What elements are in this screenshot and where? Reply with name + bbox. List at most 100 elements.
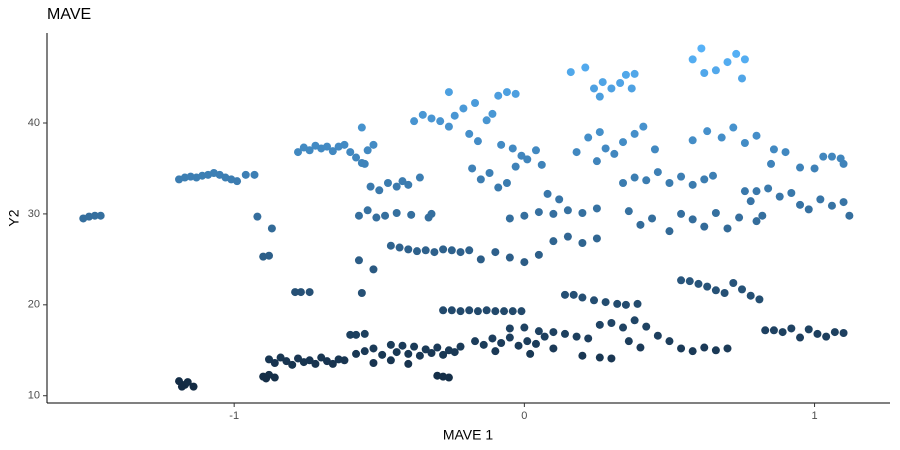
point xyxy=(607,84,616,93)
point xyxy=(813,329,822,338)
point xyxy=(404,180,413,189)
point xyxy=(508,144,517,153)
point xyxy=(769,145,778,154)
point xyxy=(752,217,761,226)
point xyxy=(598,78,607,87)
point xyxy=(372,213,381,222)
point xyxy=(822,332,831,341)
point xyxy=(610,149,619,158)
point xyxy=(468,164,477,173)
point xyxy=(642,176,651,185)
point xyxy=(566,68,575,77)
x-tick-label: -1 xyxy=(229,410,239,422)
point xyxy=(491,248,500,257)
point xyxy=(352,349,361,358)
point xyxy=(523,155,532,164)
point xyxy=(796,333,805,342)
point xyxy=(723,58,732,67)
point xyxy=(549,209,558,218)
x-tick-label: 1 xyxy=(811,410,817,422)
point xyxy=(531,146,540,155)
point xyxy=(369,344,378,353)
point xyxy=(262,374,271,383)
point xyxy=(311,359,320,368)
point xyxy=(447,306,456,315)
y-tick-label: 30 xyxy=(28,208,40,220)
point xyxy=(549,344,558,353)
point xyxy=(352,330,361,339)
point xyxy=(665,179,674,187)
point xyxy=(395,243,404,252)
point xyxy=(720,289,729,297)
point xyxy=(415,173,424,182)
point xyxy=(500,307,509,316)
point xyxy=(650,145,659,154)
point xyxy=(619,323,628,332)
point xyxy=(491,307,500,316)
point xyxy=(534,250,543,259)
point xyxy=(288,360,297,369)
point xyxy=(430,248,439,257)
point xyxy=(819,152,828,161)
point xyxy=(392,209,401,217)
point xyxy=(267,224,276,233)
point xyxy=(584,334,593,343)
point xyxy=(418,110,427,119)
point xyxy=(787,324,796,333)
point xyxy=(624,207,633,216)
point xyxy=(688,347,697,356)
point xyxy=(473,137,482,146)
point xyxy=(607,354,616,363)
point xyxy=(592,234,601,243)
point xyxy=(497,140,506,149)
point xyxy=(517,307,526,316)
point xyxy=(427,349,436,357)
x-tick-label: 0 xyxy=(521,410,527,422)
y-tick-label: 10 xyxy=(28,390,40,402)
point xyxy=(456,307,465,316)
point xyxy=(485,169,494,177)
point xyxy=(781,148,790,157)
point xyxy=(677,172,686,181)
point xyxy=(685,277,694,286)
point xyxy=(294,148,303,157)
y-axis-title: Y2 xyxy=(6,209,22,226)
point xyxy=(703,282,712,291)
point xyxy=(697,44,706,53)
point xyxy=(804,325,813,334)
point xyxy=(581,63,590,72)
point xyxy=(590,296,599,305)
point xyxy=(346,330,355,339)
point xyxy=(549,328,558,337)
point xyxy=(253,212,262,221)
point xyxy=(96,211,105,220)
point xyxy=(578,239,587,247)
point xyxy=(270,359,279,367)
point xyxy=(703,127,712,136)
point xyxy=(677,276,686,285)
point xyxy=(595,353,604,362)
point xyxy=(404,349,413,358)
point xyxy=(729,123,738,132)
point xyxy=(630,129,639,138)
point xyxy=(410,342,419,351)
point xyxy=(761,326,770,335)
point xyxy=(738,74,747,83)
point xyxy=(839,159,848,168)
point xyxy=(534,208,543,217)
point xyxy=(738,285,747,294)
point xyxy=(648,214,657,223)
point xyxy=(381,211,390,220)
point xyxy=(520,323,529,332)
point xyxy=(386,356,395,365)
point xyxy=(845,211,854,220)
point xyxy=(363,206,372,215)
point xyxy=(357,289,366,297)
point xyxy=(621,70,630,79)
point xyxy=(511,162,520,171)
point xyxy=(752,187,761,196)
point xyxy=(479,340,488,349)
point xyxy=(363,146,372,155)
point xyxy=(543,189,552,198)
